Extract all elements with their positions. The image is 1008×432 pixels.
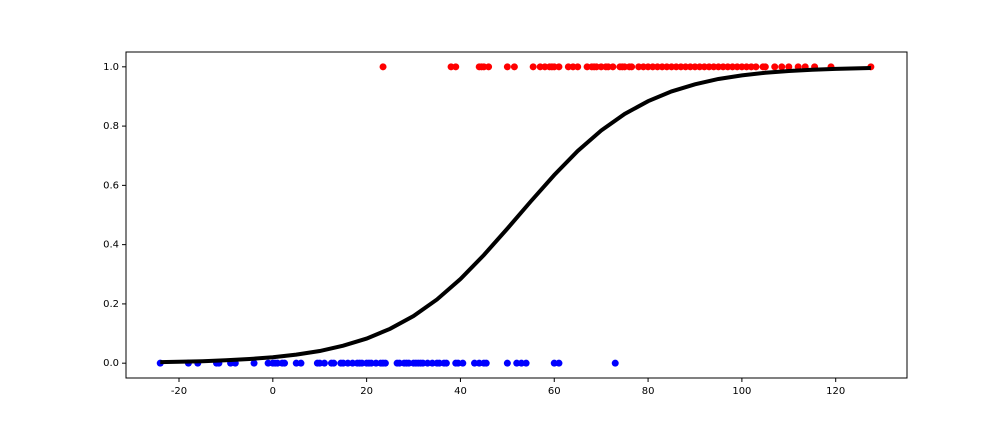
scatter-point: [574, 63, 582, 71]
y-tick-label: 0.2: [103, 299, 119, 310]
scatter-point: [771, 63, 779, 71]
scatter-point: [452, 63, 460, 71]
x-tick-label: 40: [454, 386, 467, 397]
fit-curve: [160, 66, 871, 365]
scatter-point: [330, 359, 338, 367]
scatter-point: [752, 63, 760, 71]
scatter-point: [503, 63, 511, 71]
scatter-point: [381, 359, 389, 367]
scatter-point: [785, 63, 793, 71]
y-tick-label: 0.4: [103, 240, 119, 251]
scatter-point: [555, 359, 563, 367]
scatter-point: [609, 63, 617, 71]
scatter-point: [510, 63, 518, 71]
x-tick-label: 0: [270, 386, 276, 397]
x-tick-label: 120: [826, 386, 845, 397]
scatter-point: [250, 359, 258, 367]
x-tick-label: -20: [171, 386, 187, 397]
scatter-point: [379, 63, 387, 71]
scatter-point: [485, 63, 493, 71]
plot-frame: [125, 51, 908, 379]
scatter-point: [522, 359, 530, 367]
scatter-point: [442, 359, 450, 367]
x-tick-label: 60: [548, 386, 561, 397]
y-tick-label: 1.0: [103, 62, 119, 73]
scatter-point: [628, 63, 636, 71]
y-tick-label: 0.0: [103, 358, 119, 369]
scatter-point: [320, 359, 328, 367]
scatter-point: [529, 63, 537, 71]
scatter-point: [778, 63, 786, 71]
y-tick-label: 0.8: [103, 121, 119, 132]
scatter-point: [555, 63, 563, 71]
y-tick-label: 0.6: [103, 180, 119, 191]
scatter-point: [611, 359, 619, 367]
scatter-point: [482, 359, 490, 367]
x-tick-label: 20: [360, 386, 373, 397]
scatter-point: [503, 359, 511, 367]
scatter-point: [297, 359, 305, 367]
x-tick-label: 100: [732, 386, 751, 397]
x-tick-label: 80: [642, 386, 655, 397]
scatter-point: [281, 359, 289, 367]
scatter-point: [459, 359, 467, 367]
scatter-point: [761, 63, 769, 71]
